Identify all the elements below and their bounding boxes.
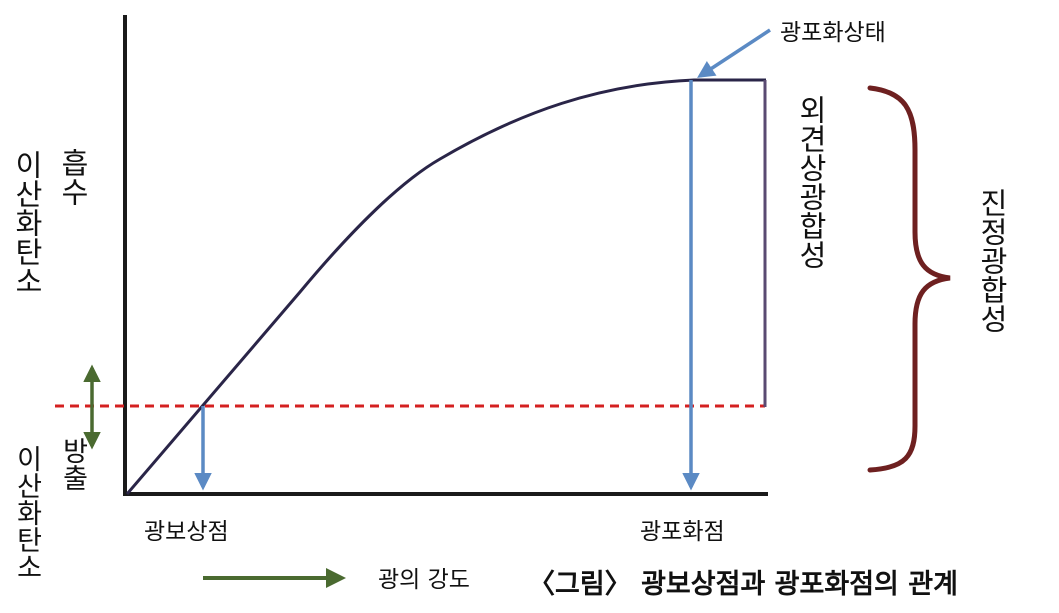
apparent-photosynthesis-label: 외견상광합성	[794, 95, 828, 269]
compensation-point-label: 광보상점	[144, 519, 229, 545]
light-intensity-label: 광의 강도	[378, 567, 470, 593]
emit-label: 방출	[57, 437, 88, 491]
absorb-co2-label: 이산화탄소	[10, 150, 44, 295]
true-photosynthesis-label: 진정광합성	[975, 188, 1009, 333]
figure-caption: 〈그림〉 광보상점과 광포화점의 관계	[528, 569, 958, 600]
saturation-point-label: 광포화점	[640, 519, 725, 545]
saturation-state-label: 광포화상태	[780, 20, 886, 46]
true-photosynthesis-brace	[867, 85, 951, 473]
photosynthesis-curve	[125, 78, 766, 495]
absorb-label: 흡수	[56, 148, 90, 206]
saturation-state-arrow	[697, 28, 771, 78]
emit-co2-label: 이산화탄소	[11, 445, 42, 580]
